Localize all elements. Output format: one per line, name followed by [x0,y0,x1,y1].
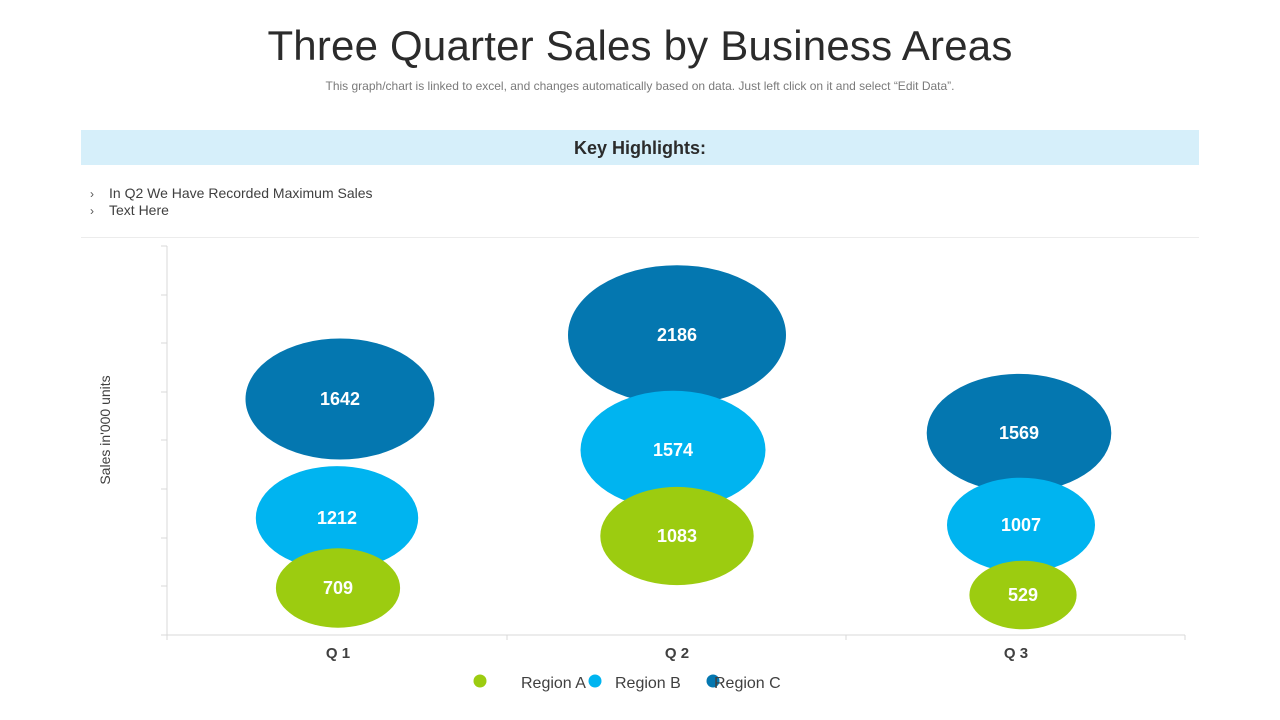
bubble-region-c-q-2[interactable] [568,265,786,405]
data-label-region-c-q-1: 1642 [320,389,360,409]
x-tick-label-q2: Q 2 [664,645,690,662]
legend-label-region-a: Region A [521,675,586,692]
list-item: › Text Here [90,202,373,219]
bubble-region-a-q-3[interactable] [969,560,1077,630]
data-label-region-b-q-2: 1574 [653,440,693,460]
legend-label-region-b: Region B [615,675,681,692]
list-item: › In Q2 We Have Recorded Maximum Sales [90,185,373,202]
bubble-region-b-q-2[interactable] [580,390,766,510]
page-title: Three Quarter Sales by Business Areas [267,22,1013,69]
data-label-region-c-q-3: 1569 [999,423,1039,443]
bubble-region-c-q-1[interactable] [245,338,435,460]
data-label-region-c-q-2: 2186 [657,325,697,345]
divider [81,237,1199,238]
data-label-region-b-q-3: 1007 [1001,515,1041,535]
page-subtitle: This graph/chart is linked to excel, and… [325,79,955,93]
highlight-text: In Q2 We Have Recorded Maximum Sales [109,185,373,201]
chevron-right-icon: › [90,187,94,201]
highlight-text: Text Here [109,202,169,218]
legend-marker-region-c [706,674,720,688]
bubble-group[interactable]: 1642 1212 709 2186 1574 1083 1569 1007 529 [245,265,1112,630]
data-label-region-a-q-2: 1083 [657,526,697,546]
legend-marker-region-b [588,674,602,688]
chart-axes [161,245,1186,640]
bubble-region-a-q-1[interactable] [275,548,401,628]
bubble-region-b-q-1[interactable] [255,466,419,570]
key-highlights-title: Key Highlights: [573,138,706,158]
data-label-region-a-q-1: 709 [323,578,353,598]
highlights-list: › In Q2 We Have Recorded Maximum Sales › T… [90,185,373,219]
bubble-region-c-q-3[interactable] [926,373,1112,493]
x-tick-label-q3: Q 3 [1003,645,1029,662]
data-label-region-b-q-1: 1212 [317,508,357,528]
bubble-region-a-q-2[interactable] [600,486,754,586]
chevron-right-icon: › [90,204,94,218]
x-tick-label-q1: Q 1 [325,645,351,662]
data-label-region-a-q-3: 529 [1008,585,1038,605]
bubble-region-b-q-3[interactable] [947,477,1095,573]
legend-marker-region-a [473,674,487,688]
legend-label-region-c: Region C [714,675,781,692]
key-highlights-bar: Key Highlights: [81,130,1199,165]
legend-markers [473,674,720,688]
y-axis-label: Sales in'000 units [97,375,113,485]
